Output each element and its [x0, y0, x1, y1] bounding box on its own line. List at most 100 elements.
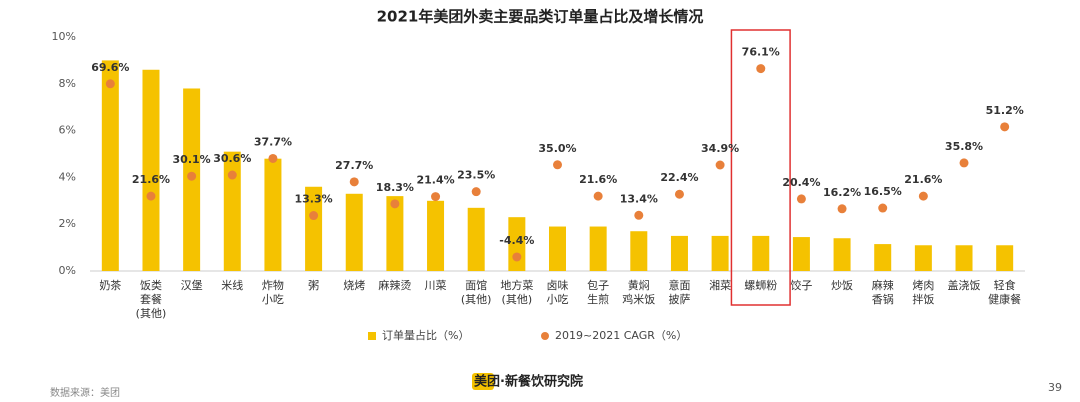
dot: [634, 210, 644, 220]
value-label: 16.2%: [823, 186, 861, 199]
value-label: 37.7%: [254, 135, 292, 148]
x-tick-label: 烤肉 拌饭: [912, 279, 935, 306]
dot: [756, 64, 766, 74]
value-label: 13.3%: [295, 193, 333, 206]
x-tick-label: 卤味 小吃: [546, 279, 569, 306]
bar: [549, 226, 566, 271]
value-label: 18.3%: [376, 181, 414, 194]
bar: [670, 235, 688, 271]
x-tick-label: 黄焖 鸡米饭: [622, 279, 656, 306]
legend-marker: [541, 332, 549, 340]
dot: [593, 191, 603, 201]
dot: [227, 170, 237, 180]
dot: [959, 158, 969, 168]
value-label: 35.8%: [945, 140, 983, 153]
value-label: 34.9%: [701, 142, 739, 155]
value-label: 30.1%: [173, 153, 211, 166]
x-tick-label: 奶茶: [99, 279, 122, 292]
value-label: 22.4%: [660, 171, 698, 184]
dot: [431, 192, 441, 202]
x-tick-label: 麻辣烫: [378, 279, 412, 292]
x-tick-label: 炒饭: [831, 279, 854, 292]
dot: [390, 199, 400, 209]
x-tick-label: 炸物 小吃: [261, 279, 284, 306]
y-tick-label: 8%: [59, 77, 76, 90]
x-tick-label: 轻食 健康餐: [988, 279, 1022, 306]
value-label: 20.4%: [782, 176, 820, 189]
bar: [467, 207, 485, 271]
value-label: 51.2%: [986, 104, 1024, 117]
bar: [264, 158, 282, 271]
bar: [386, 196, 404, 271]
dot: [309, 211, 319, 221]
value-label: -4.4%: [499, 234, 534, 247]
value-label: 16.5%: [864, 185, 902, 198]
dot: [796, 194, 806, 204]
page-number: 39: [1048, 381, 1062, 394]
dot: [471, 187, 481, 197]
dot: [715, 160, 725, 170]
x-tick-label: 川菜: [424, 279, 447, 292]
dot: [918, 191, 928, 201]
x-tick-label: 面馆 (其他): [460, 279, 492, 306]
x-tick-label: 盖浇饭: [947, 279, 981, 292]
dot: [349, 177, 359, 187]
bar: [711, 235, 729, 271]
value-label: 23.5%: [457, 169, 495, 182]
bar: [630, 231, 648, 271]
logo-icon: [472, 373, 494, 390]
value-label: 76.1%: [742, 46, 780, 59]
bar: [792, 237, 810, 271]
x-tick-label: 米线: [221, 279, 244, 292]
x-tick-label: 汉堡: [180, 279, 203, 292]
y-tick-label: 6%: [59, 124, 76, 137]
bar: [101, 60, 119, 272]
value-label: 21.6%: [904, 173, 942, 186]
value-label: 21.6%: [579, 173, 617, 186]
x-tick-label: 粥: [308, 279, 320, 292]
x-tick-label: 烧烤: [343, 279, 366, 292]
bar: [223, 151, 241, 271]
bar: [142, 69, 160, 271]
x-tick-label: 螺蛳粉: [744, 279, 778, 292]
value-label: 30.6%: [213, 152, 251, 165]
dot: [268, 153, 278, 163]
y-tick-label: 2%: [59, 217, 76, 230]
legend-label: 2019~2021 CAGR（%）: [555, 329, 687, 342]
bar: [305, 186, 323, 271]
y-tick-label: 0%: [59, 264, 76, 277]
dot: [837, 204, 847, 214]
value-label: 13.4%: [620, 192, 658, 205]
bar: [955, 245, 973, 271]
x-tick-label: 意面 披萨: [668, 279, 691, 306]
dot: [1000, 122, 1010, 132]
bar: [914, 245, 932, 271]
chart-title: 2021年美团外卖主要品类订单量占比及增长情况: [377, 8, 704, 26]
legend-marker: [368, 332, 376, 340]
x-tick-label: 地方菜 (其他): [500, 279, 534, 306]
x-tick-label: 饺子: [790, 279, 813, 292]
dot: [187, 171, 197, 181]
bar: [752, 235, 770, 271]
source: 数据来源：美团: [50, 386, 120, 399]
highlight-box: [730, 29, 791, 306]
x-tick-label: 麻辣 香锅: [871, 279, 894, 306]
value-label: 69.6%: [91, 61, 129, 74]
legend-label: 订单量占比（%）: [382, 328, 469, 342]
bar: [874, 244, 892, 271]
y-tick-label: 4%: [59, 170, 76, 183]
value-label: 27.7%: [335, 159, 373, 172]
bar: [427, 200, 445, 271]
bar: [589, 226, 607, 271]
dot: [878, 203, 888, 213]
bar: [345, 193, 363, 271]
x-tick-label: 饭类 套餐 (其他): [135, 279, 167, 320]
y-tick-label: 10%: [52, 30, 76, 43]
x-tick-label: 包子 生煎: [587, 279, 610, 306]
bar: [996, 245, 1014, 271]
x-tick-label: 湘菜: [709, 279, 732, 292]
dot: [146, 191, 156, 201]
value-label: 35.0%: [538, 142, 576, 155]
